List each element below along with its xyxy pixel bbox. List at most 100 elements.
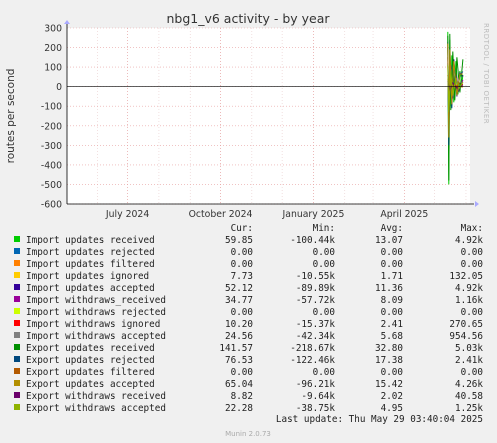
legend-label: Import updates filtered [26, 259, 155, 270]
legend-value: 5.68 [381, 331, 403, 342]
legend-label: Import withdraws_received [26, 295, 166, 306]
legend-label: Export updates received [26, 343, 155, 354]
y-tick-label: 200 [44, 43, 62, 54]
legend-value: -122.46k [290, 355, 335, 366]
legend-value: -38.75k [296, 403, 336, 414]
legend-value: 0.00 [231, 247, 253, 258]
legend-swatch [14, 320, 20, 326]
legend-value: 8.09 [381, 295, 403, 306]
y-tick-label: -400 [41, 160, 62, 171]
legend-value: 132.05 [449, 271, 483, 282]
legend-swatch [14, 308, 20, 314]
legend-value: 954.56 [449, 331, 483, 342]
legend-value: 141.57 [219, 343, 253, 354]
legend-value: -218.67k [290, 343, 335, 354]
y-axis-arrow [64, 20, 70, 24]
legend-value: 5.03k [455, 343, 483, 354]
legend-column-header: Max: [461, 223, 483, 234]
legend-value: 40.58 [455, 391, 483, 402]
last-update: Last update: Thu May 29 03:40:04 2025 [276, 414, 483, 425]
legend-swatch [14, 332, 20, 338]
legend-swatch [14, 392, 20, 398]
legend-label: Import withdraws accepted [26, 331, 166, 342]
legend-value: 15.42 [375, 379, 403, 390]
legend-value: 4.92k [455, 283, 483, 294]
y-tick-label: 100 [44, 63, 62, 74]
legend-label: Import updates rejected [26, 247, 155, 258]
legend-value: 34.77 [225, 295, 253, 306]
legend-value: 59.85 [225, 235, 253, 246]
y-axis-label: routes per second [5, 69, 17, 164]
legend-value: 13.07 [375, 235, 403, 246]
legend-value: 24.56 [225, 331, 253, 342]
legend-value: -15.37k [296, 319, 336, 330]
legend-value: 22.28 [225, 403, 253, 414]
legend-value: 0.00 [231, 367, 253, 378]
y-tick-label: 0 [56, 82, 62, 93]
legend-value: 0.00 [313, 367, 335, 378]
chart-title: nbg1_v6 activity - by year [166, 11, 330, 26]
legend-value: 4.26k [455, 379, 483, 390]
legend-label: Import updates ignored [26, 271, 149, 282]
legend-label: Export updates filtered [26, 367, 155, 378]
legend-value: 11.36 [375, 283, 403, 294]
legend-label: Export updates rejected [26, 355, 155, 366]
legend-value: 0.00 [313, 247, 335, 258]
legend-value: 0.00 [381, 247, 403, 258]
legend-value: 2.41k [455, 355, 483, 366]
legend-value: 17.38 [375, 355, 403, 366]
legend-value: 2.02 [381, 391, 403, 402]
legend-value: -9.64k [301, 391, 335, 402]
legend-swatch [14, 296, 20, 302]
legend-value: -89.89k [296, 283, 336, 294]
legend-value: 0.00 [231, 259, 253, 270]
legend-value: 65.04 [225, 379, 253, 390]
legend-value: 0.00 [461, 247, 483, 258]
legend-value: 0.00 [381, 259, 403, 270]
legend-column-header: Cur: [231, 223, 253, 234]
legend-label: Export withdraws accepted [26, 403, 166, 414]
legend-value: 7.73 [231, 271, 253, 282]
x-tick-label: October 2024 [189, 209, 253, 220]
legend: Cur: Min: Avg: Max: Import updates received 5… [14, 223, 483, 414]
legend-label: Import withdraws ignored [26, 319, 160, 330]
legend-column-header: Avg: [381, 223, 403, 234]
y-tick-label: -100 [41, 102, 62, 113]
legend-value: 0.00 [313, 307, 335, 318]
x-axis: July 2024 October 2024 January 2025 April 2… [105, 209, 428, 220]
series-lines [447, 31, 464, 185]
y-tick-label: -300 [41, 141, 62, 152]
x-tick-label: July 2024 [105, 209, 149, 220]
legend-value: 4.92k [455, 235, 483, 246]
series-line [447, 65, 464, 113]
legend-value: 2.41 [381, 319, 403, 330]
legend-swatch [14, 368, 20, 374]
legend-label: Export withdraws received [26, 391, 166, 402]
legend-value: -100.44k [290, 235, 335, 246]
legend-value: -10.55k [296, 271, 336, 282]
y-tick-label: -200 [41, 121, 62, 132]
legend-swatch [14, 380, 20, 386]
legend-value: 1.16k [455, 295, 483, 306]
legend-value: 10.20 [225, 319, 253, 330]
footer: Munin 2.0.73 [225, 430, 271, 438]
legend-value: 0.00 [461, 259, 483, 270]
legend-value: 32.80 [375, 343, 403, 354]
legend-value: 8.82 [231, 391, 253, 402]
legend-value: 0.00 [461, 367, 483, 378]
legend-value: 0.00 [313, 259, 335, 270]
legend-value: 0.00 [231, 307, 253, 318]
legend-swatch [14, 248, 20, 254]
y-tick-label: -600 [41, 200, 62, 211]
x-axis-arrow [475, 201, 479, 207]
legend-swatch [14, 260, 20, 266]
legend-value: -96.21k [296, 379, 336, 390]
legend-swatch [14, 236, 20, 242]
legend-column-header: Min: [313, 223, 335, 234]
legend-label: Import updates received [26, 235, 155, 246]
legend-value: -57.72k [296, 295, 336, 306]
legend-swatch [14, 356, 20, 362]
legend-swatch [14, 344, 20, 350]
legend-value: 0.00 [461, 307, 483, 318]
